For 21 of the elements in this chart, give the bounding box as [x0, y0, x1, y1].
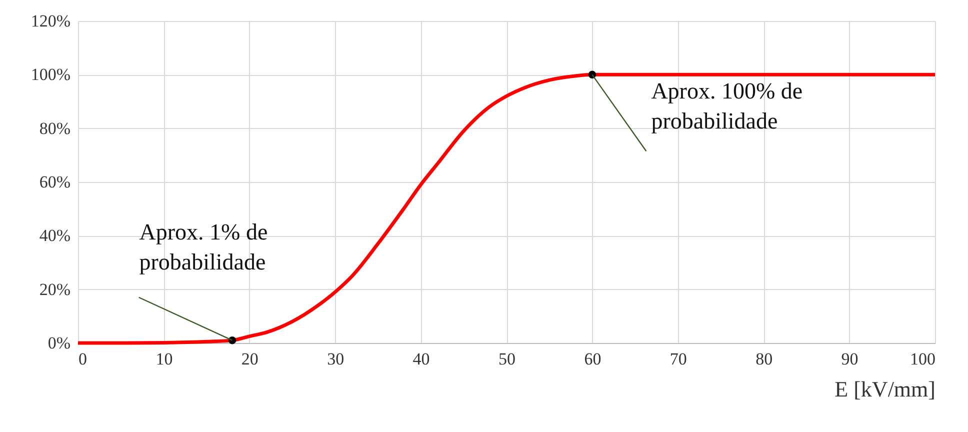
x-tick-label: 50: [498, 350, 516, 368]
annotation: Aprox. 1% de probabilidade: [139, 219, 268, 274]
x-tick-label: 40: [412, 350, 430, 368]
y-tick-label: 40%: [39, 226, 70, 246]
y-tick-label: 80%: [39, 118, 70, 138]
y-tick-label: 120%: [30, 12, 70, 30]
y-tick-label: 0%: [48, 334, 70, 352]
x-tick-label: 70: [670, 350, 687, 368]
x-tick-label: 0: [78, 350, 87, 368]
x-axis-title: E [kV/mm]: [834, 376, 936, 402]
y-tick-label: 100%: [30, 65, 70, 84]
x-tick-label: 80: [756, 350, 773, 368]
x-tick-label: 20: [241, 350, 258, 368]
y-tick-label: 60%: [39, 172, 70, 192]
x-tick-label: 90: [841, 350, 858, 368]
x-tick-label: 60: [584, 350, 602, 368]
annotation: Aprox. 100% de probabilidade: [651, 78, 803, 134]
y-tick-label: 20%: [39, 280, 70, 299]
x-tick-label: 100: [910, 350, 936, 368]
x-tick-label: 10: [156, 350, 173, 368]
x-tick-label: 30: [327, 350, 344, 368]
